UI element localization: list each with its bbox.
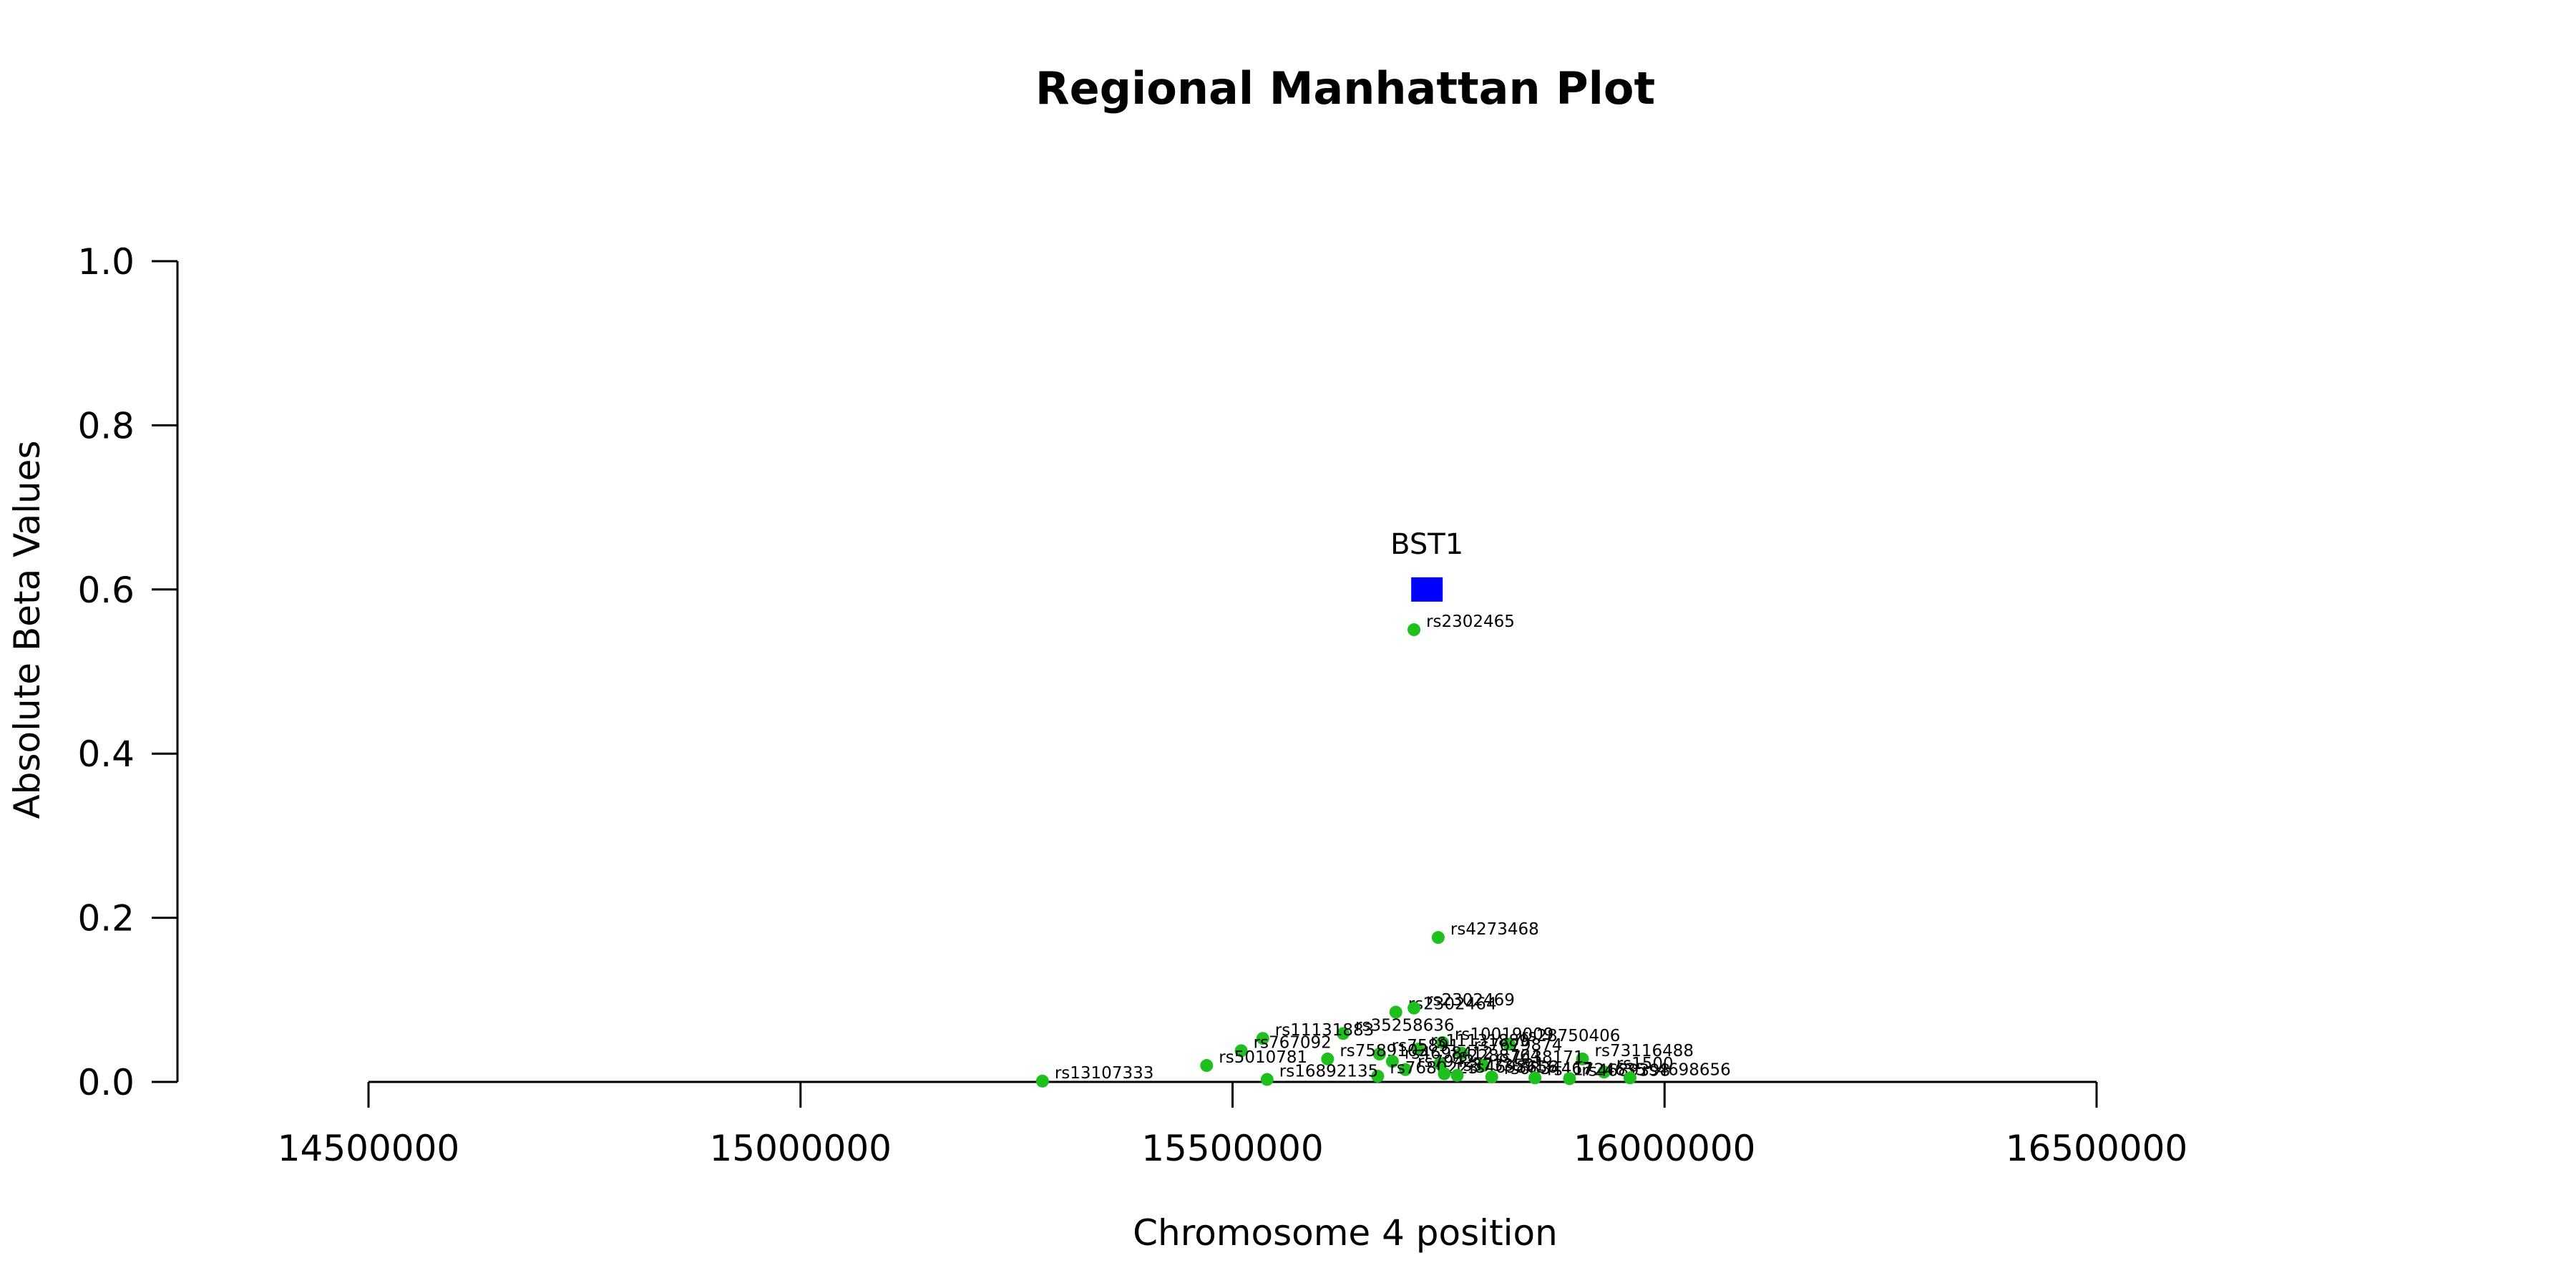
snp-label: rs7680223 [1390,1059,1478,1078]
snp-label: rs2288764 [1452,1047,1541,1065]
snp-label: rs4698656 [1642,1060,1731,1079]
snp-point [1399,1063,1412,1076]
y-tick-label: 0.2 [77,898,135,940]
x-tick-label: 14500000 [278,1128,460,1169]
snp-point [1372,1048,1386,1061]
snp-label: rs11131889 [1430,1032,1530,1050]
snp-label: rs3733591 [1456,1057,1545,1075]
snp-point [1234,1044,1248,1058]
gene-label: BST1 [1390,528,1463,561]
snp-point [1407,1001,1421,1015]
snp-point [1256,1032,1269,1045]
snp-label: rs2302469 [1426,991,1515,1010]
gene-marker-group: BST1 [1390,528,1463,602]
snp-point [1597,1065,1611,1079]
snp-label: rs75891 [1392,1037,1460,1055]
snp-label: rs767092 [1254,1033,1332,1052]
snp-label: rs7438171 [1496,1048,1584,1067]
snp-label: rs28750406 [1521,1027,1621,1045]
snp-point [1321,1052,1335,1065]
snp-point [1563,1072,1576,1085]
snp-label: rs6834467 [1504,1060,1593,1078]
snp-point [1476,1059,1490,1073]
snp-label: rs35258636 [1355,1016,1455,1035]
snp-point [1389,1005,1402,1019]
x-axis: 14500000 15000000 15500000 16000000 16500000 [278,1080,2188,1169]
gene-marker [1411,577,1443,602]
x-tick-label: 16000000 [1574,1128,1756,1169]
x-tick-label: 15500000 [1141,1128,1324,1169]
snp-point [1407,623,1421,637]
snp-label: rs2302464 [1408,995,1497,1014]
snp-point [1455,1046,1468,1060]
snp-point [1412,1043,1425,1056]
snp-point [1576,1052,1589,1065]
snp-label: rs5010781 [1219,1048,1307,1067]
y-axis: 0.0 0.2 0.4 0.6 0.8 1.0 [77,241,179,1103]
snp-label: rs73116488 [1595,1042,1694,1060]
x-axis-label: Chromosome 4 position [1133,1212,1558,1254]
snp-point [1385,1055,1399,1068]
snp-label: rs4698656 [1469,1058,1558,1077]
snp-point [1337,1027,1350,1040]
snp-label: rs7679874 [1473,1036,1562,1055]
snp-label: rs16892135 [1279,1063,1379,1081]
snp-label: rs2302465 [1426,613,1515,631]
snp-point [1371,1069,1385,1083]
snp-point [1433,1057,1447,1070]
y-tick-label: 0.4 [77,733,135,775]
snp-point [1431,931,1445,945]
snp-label: rs7589103 [1340,1042,1428,1060]
x-tick-label: 16500000 [2006,1128,2188,1169]
snp-label: rs4273468 [1450,920,1539,939]
snp-point [1450,1068,1464,1082]
y-tick-label: 0.0 [77,1062,135,1103]
snp-label: rs4698412 [1405,1044,1493,1063]
snp-point [1200,1059,1214,1073]
x-tick-label: 15000000 [710,1128,892,1169]
snp-point [1502,1038,1516,1051]
snp-point [1435,1035,1449,1049]
snp-point [1035,1074,1049,1088]
snp-point [1438,1067,1451,1080]
y-tick-label: 0.8 [77,405,135,447]
snp-label: rs1500 [1616,1055,1674,1073]
snp-label: rs11131883 [1275,1021,1375,1040]
y-tick-label: 1.0 [77,241,135,283]
chart-title: Regional Manhattan Plot [1035,62,1655,114]
snp-point [1623,1071,1636,1085]
y-tick-label: 0.6 [77,570,135,611]
y-axis-label: Absolute Beta Values [6,441,48,819]
snp-point [1260,1073,1274,1086]
snp-label: rs13107333 [1055,1064,1154,1083]
snp-point [1485,1070,1498,1084]
snp-point [1528,1071,1542,1085]
